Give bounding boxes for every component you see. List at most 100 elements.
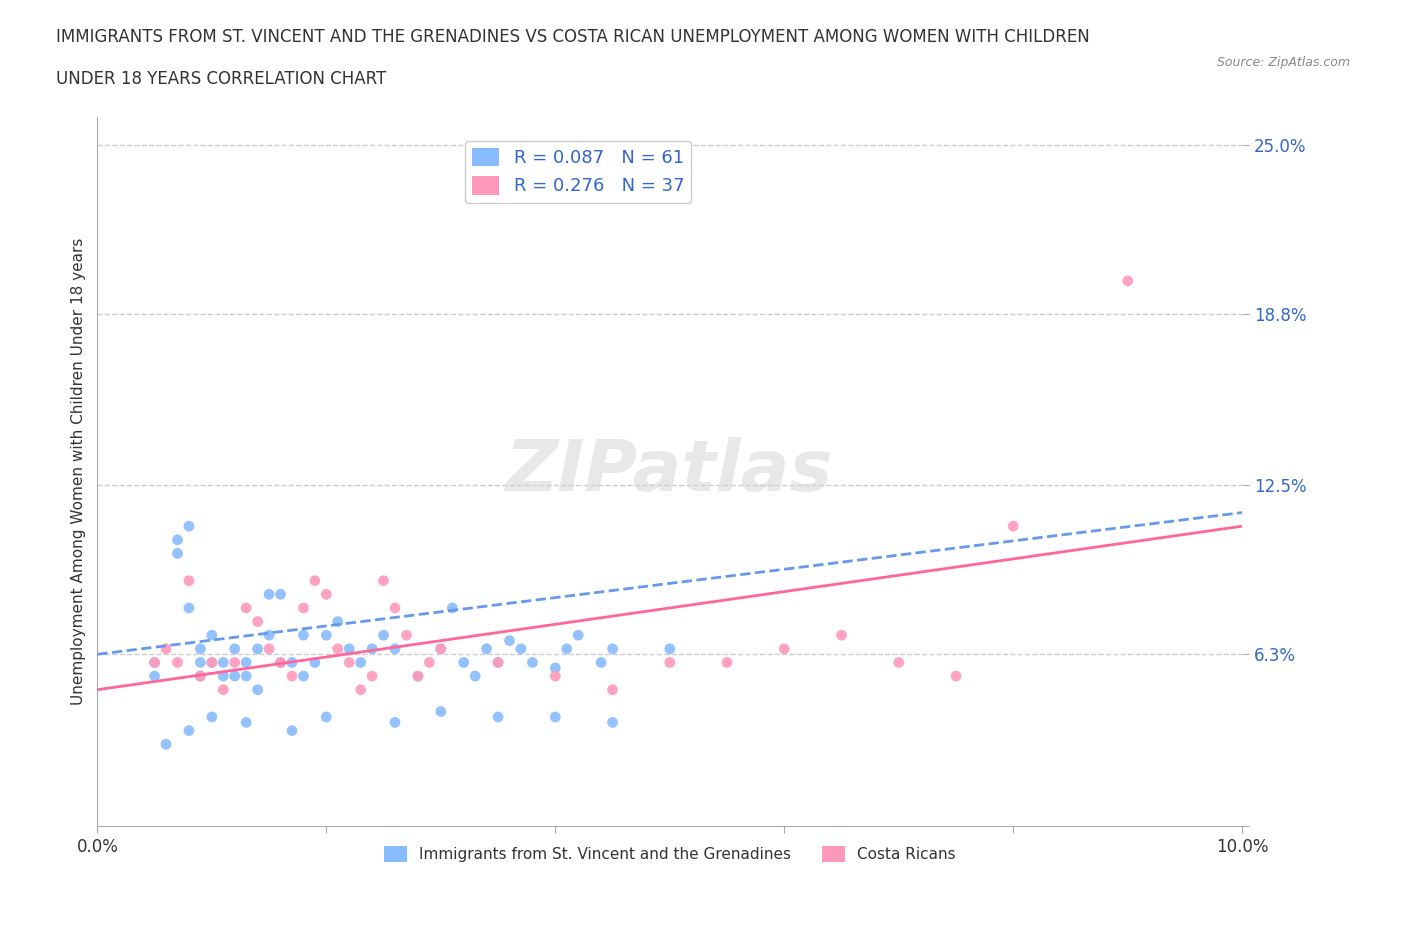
Point — [418, 655, 440, 670]
Point — [544, 660, 567, 675]
Point — [315, 587, 337, 602]
Point — [831, 628, 853, 643]
Point — [143, 669, 166, 684]
Point — [1002, 519, 1025, 534]
Point — [292, 628, 315, 643]
Point — [177, 519, 200, 534]
Point — [591, 655, 613, 670]
Point — [292, 601, 315, 616]
Point — [373, 573, 395, 588]
Point — [326, 642, 349, 657]
Point — [464, 669, 486, 684]
Point — [177, 724, 200, 738]
Point — [326, 614, 349, 629]
Point — [658, 642, 681, 657]
Point — [602, 715, 624, 730]
Text: IMMIGRANTS FROM ST. VINCENT AND THE GRENADINES VS COSTA RICAN UNEMPLOYMENT AMONG: IMMIGRANTS FROM ST. VINCENT AND THE GREN… — [56, 28, 1090, 46]
Point — [235, 655, 257, 670]
Point — [304, 655, 326, 670]
Point — [716, 655, 738, 670]
Text: UNDER 18 YEARS CORRELATION CHART: UNDER 18 YEARS CORRELATION CHART — [56, 70, 387, 87]
Point — [201, 655, 224, 670]
Point — [567, 628, 589, 643]
Point — [212, 655, 235, 670]
Point — [257, 587, 280, 602]
Point — [224, 655, 246, 670]
Point — [384, 642, 406, 657]
Point — [522, 655, 544, 670]
Point — [190, 642, 212, 657]
Point — [235, 715, 257, 730]
Point — [201, 628, 224, 643]
Point — [395, 628, 418, 643]
Point — [373, 628, 395, 643]
Point — [384, 601, 406, 616]
Point — [453, 655, 475, 670]
Point — [945, 669, 967, 684]
Point — [166, 655, 188, 670]
Point — [498, 633, 520, 648]
Point — [166, 546, 188, 561]
Point — [602, 642, 624, 657]
Point — [281, 655, 304, 670]
Point — [292, 669, 315, 684]
Text: ZIPatlas: ZIPatlas — [506, 437, 834, 506]
Point — [602, 683, 624, 698]
Point — [406, 669, 429, 684]
Point — [337, 642, 360, 657]
Point — [190, 655, 212, 670]
Point — [315, 710, 337, 724]
Point — [361, 669, 384, 684]
Point — [177, 601, 200, 616]
Legend: Immigrants from St. Vincent and the Grenadines, Costa Ricans: Immigrants from St. Vincent and the Gren… — [378, 840, 962, 868]
Point — [475, 642, 498, 657]
Point — [544, 710, 567, 724]
Y-axis label: Unemployment Among Women with Children Under 18 years: Unemployment Among Women with Children U… — [72, 238, 86, 705]
Text: Source: ZipAtlas.com: Source: ZipAtlas.com — [1216, 56, 1350, 69]
Point — [155, 642, 177, 657]
Point — [143, 655, 166, 670]
Point — [190, 669, 212, 684]
Point — [486, 655, 509, 670]
Point — [235, 601, 257, 616]
Point — [246, 683, 269, 698]
Point — [143, 655, 166, 670]
Point — [190, 669, 212, 684]
Point — [486, 655, 509, 670]
Point — [350, 683, 373, 698]
Point — [270, 655, 292, 670]
Point — [430, 642, 453, 657]
Point — [166, 532, 188, 547]
Point — [246, 642, 269, 657]
Point — [406, 669, 429, 684]
Point — [441, 601, 464, 616]
Point — [555, 642, 578, 657]
Point — [430, 642, 453, 657]
Point — [246, 614, 269, 629]
Point — [361, 642, 384, 657]
Point — [155, 737, 177, 751]
Point — [257, 642, 280, 657]
Point — [773, 642, 796, 657]
Point — [350, 655, 373, 670]
Point — [281, 724, 304, 738]
Point — [281, 669, 304, 684]
Point — [544, 669, 567, 684]
Point — [315, 628, 337, 643]
Point — [658, 655, 681, 670]
Point — [201, 655, 224, 670]
Point — [224, 669, 246, 684]
Point — [304, 573, 326, 588]
Point — [887, 655, 910, 670]
Point — [337, 655, 360, 670]
Point — [257, 628, 280, 643]
Point — [384, 715, 406, 730]
Point — [212, 683, 235, 698]
Point — [270, 655, 292, 670]
Point — [270, 587, 292, 602]
Point — [1116, 273, 1139, 288]
Point — [212, 669, 235, 684]
Point — [510, 642, 533, 657]
Point — [235, 669, 257, 684]
Point — [224, 642, 246, 657]
